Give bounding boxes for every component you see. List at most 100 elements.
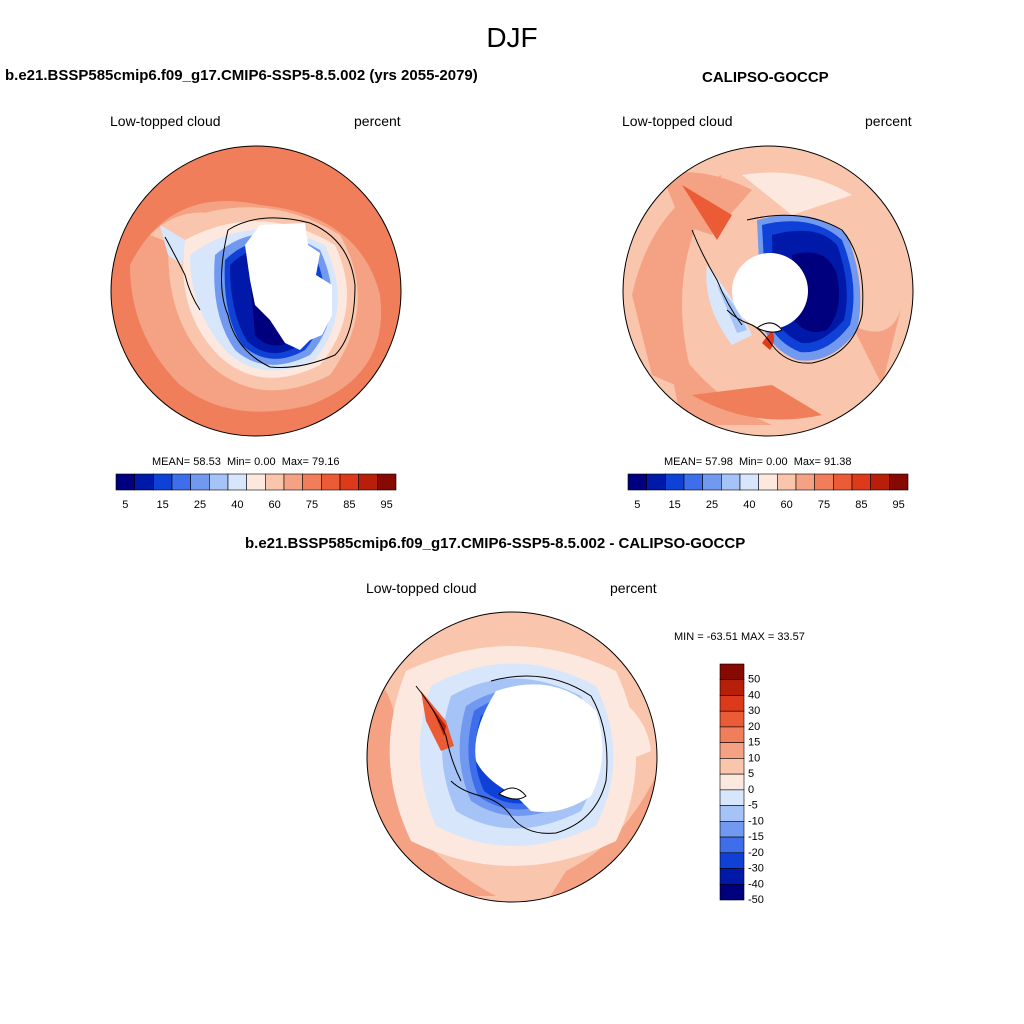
colorbar-box xyxy=(719,773,745,791)
colorbar-box xyxy=(719,805,745,822)
colorbar-tick-label: 40 xyxy=(748,689,760,701)
colorbar-tick-label: 75 xyxy=(818,499,830,511)
colorbar-tick-label: -10 xyxy=(748,815,764,827)
model-panel-title: b.e21.BSSP585cmip6.f09_g17.CMIP6-SSP5-8.… xyxy=(5,67,478,84)
colorbar-box xyxy=(377,473,397,491)
colorbar-box xyxy=(814,473,834,491)
colorbar-tick-label: 50 xyxy=(748,674,760,686)
colorbar-box xyxy=(719,836,745,854)
colorbar-box xyxy=(683,473,703,491)
colorbar-tick-label: 40 xyxy=(743,499,755,511)
colorbar-box xyxy=(227,473,247,491)
colorbar-box xyxy=(134,473,154,491)
colorbar-box xyxy=(153,473,173,491)
model-mean-value: 58.53 xyxy=(193,456,221,468)
colorbar-box xyxy=(795,473,815,491)
colorbar-box xyxy=(870,473,890,491)
obs-min-value: 0.00 xyxy=(766,456,788,468)
model-variable-label: Low-topped cloud xyxy=(110,113,221,129)
colorbar-tick-label: 15 xyxy=(157,499,169,511)
colorbar-box xyxy=(190,473,210,491)
colorbar-box xyxy=(833,473,853,491)
obs-min-label: Min= xyxy=(738,456,764,468)
model-max-label: Max= xyxy=(281,456,309,468)
figure-title: DJF xyxy=(486,22,538,53)
obs-max-value: 91.38 xyxy=(823,456,852,468)
model-min-value: 0.00 xyxy=(254,456,276,468)
obs-mean-value: 57.98 xyxy=(705,456,733,468)
colorbar-box xyxy=(758,473,778,491)
colorbar-box xyxy=(171,473,191,491)
colorbar-box xyxy=(665,473,685,491)
colorbar-box xyxy=(646,473,666,491)
diff-units-label: percent xyxy=(610,580,657,596)
obs-variable-label: Low-topped cloud xyxy=(622,113,733,129)
colorbar-tick-label: 5 xyxy=(634,499,640,511)
colorbar-tick-label: -5 xyxy=(748,800,758,812)
colorbar-box xyxy=(889,473,909,491)
colorbar-tick-label: 20 xyxy=(748,721,760,733)
colorbar-box xyxy=(246,473,266,491)
colorbar-tick-label: -30 xyxy=(748,863,764,875)
obs-mean-label: MEAN= xyxy=(664,456,703,468)
obs-panel-title: CALIPSO-GOCCP xyxy=(702,69,829,86)
colorbar-box xyxy=(719,695,745,712)
obs-units-label: percent xyxy=(865,113,912,129)
obs-max-label: Max= xyxy=(793,456,821,468)
colorbar-tick-label: 95 xyxy=(381,499,393,511)
colorbar-box xyxy=(719,868,745,885)
colorbar-tick-label: -50 xyxy=(748,894,764,904)
diff-minmax: MIN = -63.51 MAX = 33.57 xyxy=(674,631,805,643)
colorbar-box xyxy=(719,710,745,728)
colorbar-tick-label: 85 xyxy=(343,499,355,511)
colorbar-tick-label: 25 xyxy=(706,499,718,511)
model-max-value: 79.16 xyxy=(311,456,340,468)
colorbar-tick-label: -40 xyxy=(748,878,764,890)
colorbar-box xyxy=(339,473,359,491)
colorbar-box xyxy=(321,473,341,491)
colorbar-tick-label: -20 xyxy=(748,847,764,859)
colorbar-box xyxy=(719,789,745,806)
model-stats: MEAN= 58.53 Min= 0.00 Max= 79.16 xyxy=(152,456,340,468)
colorbar-box xyxy=(627,473,647,491)
obs-colorbar: 5 15 25 40 60 75 85 95 xyxy=(627,473,909,511)
colorbar-tick-label: -15 xyxy=(748,831,764,843)
colorbar-tick-label: 10 xyxy=(748,752,760,764)
colorbar-box xyxy=(777,473,797,491)
model-polar-map xyxy=(110,145,402,437)
colorbar-box xyxy=(209,473,229,491)
colorbar-tick-label: 95 xyxy=(893,499,905,511)
colorbar-tick-label: 30 xyxy=(748,705,760,717)
colorbar-tick-label: 60 xyxy=(269,499,281,511)
colorbar-box xyxy=(719,726,745,743)
model-units-label: percent xyxy=(354,113,401,129)
colorbar-tick-label: 0 xyxy=(748,784,754,796)
colorbar-box xyxy=(719,821,745,838)
model-colorbar: 5 15 25 40 60 75 85 95 xyxy=(115,473,397,511)
colorbar-box xyxy=(719,742,745,759)
colorbar-box xyxy=(302,473,322,491)
colorbar-box xyxy=(739,473,759,491)
diff-polar-map xyxy=(366,611,658,903)
colorbar-tick-label: 15 xyxy=(669,499,681,511)
colorbar-box xyxy=(283,473,303,491)
colorbar-tick-label: 75 xyxy=(306,499,318,511)
colorbar-tick-label: 5 xyxy=(748,768,754,780)
colorbar-box xyxy=(719,883,745,901)
colorbar-tick-label: 5 xyxy=(122,499,128,511)
obs-polar-map xyxy=(622,145,914,437)
colorbar-box xyxy=(721,473,741,491)
colorbar-box xyxy=(719,852,745,869)
colorbar-box xyxy=(702,473,722,491)
colorbar-box xyxy=(115,473,135,491)
colorbar-tick-label: 25 xyxy=(194,499,206,511)
colorbar-tick-label: 85 xyxy=(855,499,867,511)
model-mean-label: MEAN= xyxy=(152,456,191,468)
colorbar-tick-label: 60 xyxy=(781,499,793,511)
model-min-label: Min= xyxy=(226,456,252,468)
colorbar-tick-label: 40 xyxy=(231,499,243,511)
diff-variable-label: Low-topped cloud xyxy=(366,580,477,596)
colorbar-box xyxy=(719,758,745,775)
colorbar-box xyxy=(719,679,745,696)
colorbar-box xyxy=(719,663,745,681)
